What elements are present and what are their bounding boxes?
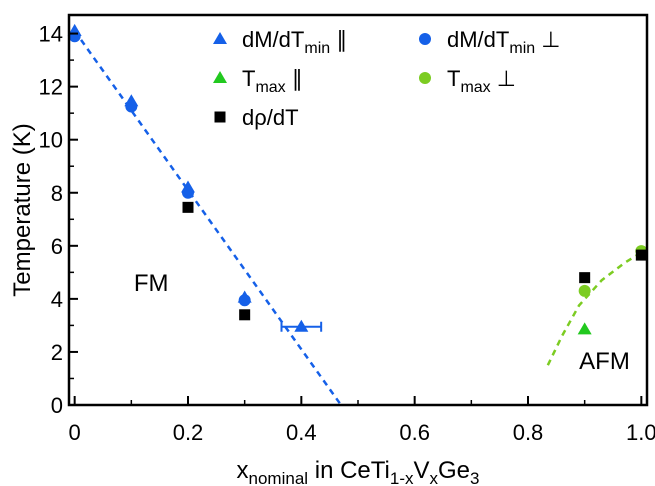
dmdt_perp-point (238, 294, 251, 307)
y-tick-label: 6 (51, 234, 63, 259)
legend-marker-tmax_par (213, 71, 227, 84)
drho-point (635, 249, 647, 261)
axis-ticks: 0 0.2 0.4 0.6 0.8 1.0 0 2 4 6 8 10 12 14 (39, 22, 655, 445)
x-axis-title: xnominal in CeTi1-xVxGe3 (237, 457, 480, 486)
drho-point (579, 272, 591, 284)
y-tick-label: 12 (39, 75, 63, 100)
x-axis-title-sub: nominal (249, 469, 309, 486)
x-tick-label: 0.2 (173, 420, 204, 445)
legend-marker-dmdt_perp (419, 33, 431, 45)
y-tick-label: 14 (39, 22, 63, 47)
x-tick-label: 0 (69, 420, 81, 445)
legend-label-tmax_par: Tmax ∥ (242, 66, 303, 96)
x-tick-label: 1.0 (626, 420, 655, 445)
x-tick-label: 0.4 (286, 420, 317, 445)
x-axis-title-mid: V (413, 457, 429, 484)
dmdt_par-point (294, 319, 309, 332)
drho-point (239, 309, 251, 321)
x-axis-title-rest: in CeTi (308, 457, 390, 484)
annotations: FM AFM (134, 270, 630, 375)
y-axis-title: Temperature (K) (9, 123, 36, 296)
x-tick-label: 0.8 (513, 420, 544, 445)
legend-label-dmdt_par: dM/dTmin ∥ (242, 27, 347, 57)
drho-point (182, 201, 194, 213)
x-axis-title-sub2: 1-x (390, 469, 414, 486)
tmax_perp-point (578, 284, 591, 297)
dmdt_perp-point (125, 100, 138, 113)
fit-lines (73, 30, 642, 406)
dmdt_perp-point (182, 186, 194, 199)
y-tick-label: 8 (51, 181, 63, 206)
y-tick-label: 10 (39, 128, 63, 153)
tmax_par-point (577, 322, 592, 335)
legend-marker-tmax_perp (419, 72, 431, 84)
y-tick-label: 2 (51, 340, 63, 365)
legend-marker-drho (214, 111, 226, 123)
legend-label-drho: dρ/dT (242, 105, 299, 130)
x-axis-title-main: x (237, 457, 249, 484)
y-tick-label: 4 (51, 287, 63, 312)
x-axis-title-sub3: x (430, 469, 439, 486)
plot-frame (67, 13, 649, 407)
y-tick-label: 0 (51, 393, 63, 418)
legend: dM/dTmin ∥ dM/dTmin ⊥ Tmax ∥ Tmax ⊥ dρ/dT (213, 27, 560, 130)
annotation-afm: AFM (579, 348, 630, 375)
data-points (67, 23, 648, 335)
x-tick-label: 0.6 (399, 420, 430, 445)
x-axis-title-end: Ge (438, 457, 470, 484)
annotation-fm: FM (134, 270, 169, 297)
legend-label-dmdt_perp: dM/dTmin ⊥ (447, 27, 560, 57)
dmdt_perp-point (68, 30, 81, 43)
legend-marker-dmdt_par (213, 32, 227, 45)
legend-label-tmax_perp: Tmax ⊥ (447, 66, 516, 96)
afm_line (546, 251, 642, 366)
x-axis-title-sub4: 3 (470, 469, 479, 486)
